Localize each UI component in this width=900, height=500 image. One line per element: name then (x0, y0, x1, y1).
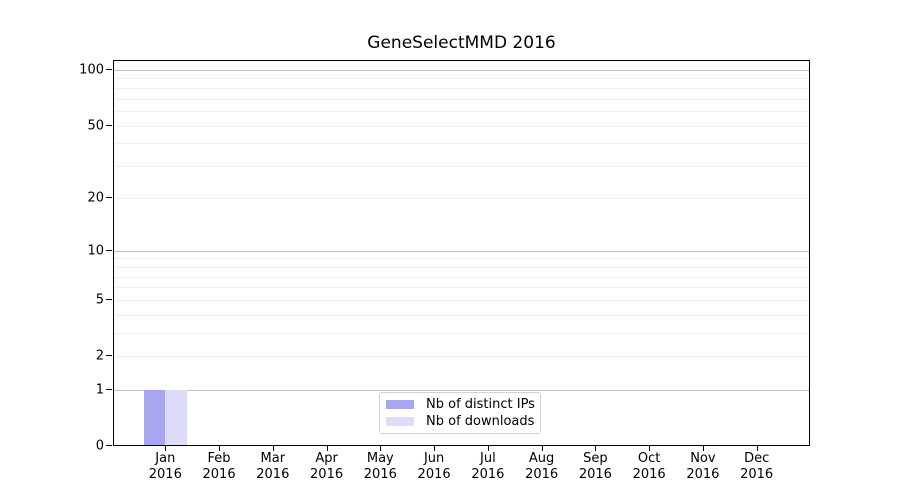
x-tick-label: Oct 2016 (617, 451, 681, 483)
y-gridline-minor (114, 125, 809, 127)
y-gridline-minor (114, 300, 809, 302)
x-tick-label: Apr 2016 (295, 451, 359, 483)
x-tick-year: 2016 (686, 467, 720, 482)
y-gridline-major (114, 250, 809, 252)
x-tick (219, 446, 221, 451)
x-tick-month: Oct (637, 451, 661, 466)
plot-area (113, 60, 810, 446)
x-tick-label: Nov 2016 (671, 451, 735, 483)
x-tick (326, 446, 328, 451)
y-gridline-minor (114, 98, 809, 100)
y-gridline-minor (114, 266, 809, 268)
x-tick-label: Jul 2016 (456, 451, 520, 483)
x-tick-label: Dec 2016 (725, 451, 789, 483)
legend: Nb of distinct IPs Nb of downloads (379, 392, 541, 434)
x-tick-year: 2016 (578, 467, 612, 482)
y-tick-label: 100 (79, 62, 104, 78)
y-gridline-minor (114, 287, 809, 289)
y-gridline-minor (114, 87, 809, 89)
y-gridline-major (114, 389, 809, 391)
x-tick-label: May 2016 (348, 451, 412, 483)
legend-item-distinct-ips: Nb of distinct IPs (386, 397, 540, 413)
x-tick-year: 2016 (417, 467, 451, 482)
x-tick-label: Jan 2016 (133, 451, 197, 483)
legend-swatch-distinct-ips (386, 400, 414, 409)
x-tick-month: Aug (528, 451, 555, 466)
x-tick (165, 446, 167, 451)
y-tick-label: 20 (87, 190, 104, 206)
chart-title: GeneSelectMMD 2016 (367, 33, 556, 53)
x-tick-year: 2016 (632, 467, 666, 482)
x-tick (702, 446, 704, 451)
y-gridline-minor (114, 143, 809, 145)
x-tick-month: Jan (155, 451, 176, 466)
x-tick-year: 2016 (256, 467, 290, 482)
y-tick (106, 445, 112, 446)
x-tick (434, 446, 436, 451)
x-tick-label: Feb 2016 (187, 451, 251, 483)
x-tick-year: 2016 (202, 467, 236, 482)
y-tick-label: 5 (95, 292, 104, 308)
y-tick (106, 355, 112, 357)
y-gridline-minor (114, 111, 809, 113)
x-tick-month: Jul (480, 451, 496, 466)
y-gridline-minor (114, 314, 809, 316)
x-tick (649, 446, 651, 451)
y-gridline-minor (114, 197, 809, 199)
y-tick (106, 388, 112, 390)
x-tick (380, 446, 382, 451)
legend-swatch-downloads (386, 417, 414, 426)
x-tick (272, 446, 274, 451)
y-gridline-minor (114, 276, 809, 278)
x-tick-label: Aug 2016 (510, 451, 574, 483)
y-tick (106, 249, 112, 251)
legend-label-downloads: Nb of downloads (426, 414, 535, 429)
x-tick-month: Nov (690, 451, 716, 466)
x-tick-label: Sep 2016 (563, 451, 627, 483)
x-tick-month: Sep (583, 451, 608, 466)
x-tick-month: Jun (423, 451, 445, 466)
x-tick-label: Jun 2016 (402, 451, 466, 483)
x-tick (595, 446, 597, 451)
bar-downloads (165, 389, 187, 445)
y-tick-label: 10 (87, 243, 104, 259)
y-gridline-minor (114, 78, 809, 80)
legend-item-downloads: Nb of downloads (386, 414, 540, 430)
y-gridline-minor (114, 333, 809, 335)
y-tick (106, 124, 112, 126)
y-tick (106, 69, 112, 70)
x-tick (756, 446, 758, 451)
x-tick-year: 2016 (740, 467, 774, 482)
x-tick-month: May (366, 451, 394, 466)
x-tick-month: Mar (260, 451, 286, 466)
y-gridline-minor (114, 258, 809, 260)
x-tick-month: Apr (315, 451, 338, 466)
x-tick-month: Feb (207, 451, 231, 466)
y-tick-label: 2 (95, 348, 104, 364)
y-tick (106, 299, 112, 301)
x-tick-year: 2016 (310, 467, 344, 482)
legend-label-distinct-ips: Nb of distinct IPs (426, 397, 535, 412)
y-tick (106, 196, 112, 198)
x-tick-month: Dec (744, 451, 770, 466)
y-tick-label: 50 (87, 118, 104, 134)
y-gridline-minor (114, 356, 809, 358)
x-tick (541, 446, 543, 451)
x-tick-year: 2016 (148, 467, 182, 482)
y-tick-label: 0 (95, 438, 104, 454)
y-tick-label: 1 (95, 382, 104, 398)
y-gridline-major (114, 70, 809, 71)
x-tick-year: 2016 (525, 467, 559, 482)
bar-distinct-ips (143, 389, 166, 445)
x-tick-year: 2016 (363, 467, 397, 482)
x-tick-label: Mar 2016 (241, 451, 305, 483)
x-tick (487, 446, 489, 451)
y-gridline-minor (114, 166, 809, 168)
x-tick-year: 2016 (471, 467, 505, 482)
